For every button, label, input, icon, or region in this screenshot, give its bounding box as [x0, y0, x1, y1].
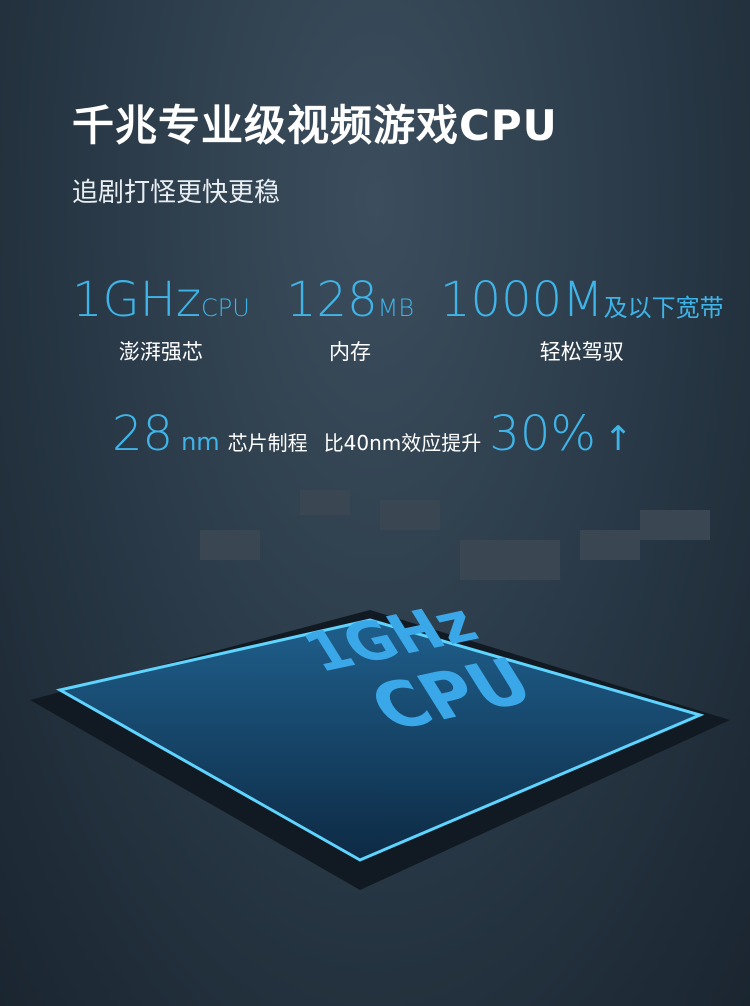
stat-memory: 128MB 内存	[286, 272, 414, 366]
process-label: 芯片制程	[227, 431, 308, 455]
process-row: 28 nm 芯片制程 比40nm效应提升 30% ↑	[112, 406, 632, 462]
stat-label: 澎湃强芯	[118, 340, 203, 364]
stat-label: 轻松驾驭	[539, 340, 624, 364]
chip-top	[55, 618, 705, 862]
circuit-components	[200, 490, 710, 580]
gain-value: 30%	[489, 406, 596, 462]
page-title: 千兆专业级视频游戏CPU	[72, 101, 558, 150]
subtitle: 追剧打怪更快更稳	[72, 178, 281, 208]
arrow-up-icon: ↑	[603, 419, 633, 459]
stat-value: 1GHz	[72, 272, 202, 328]
process-unit: nm	[181, 428, 220, 456]
stat-unit: CPU	[201, 294, 250, 322]
stat-unit: MB	[377, 294, 415, 322]
compare-label: 比40nm效应提升	[323, 431, 482, 455]
stat-value: 128	[286, 272, 378, 328]
stat-bandwidth: 1000M及以下宽带 轻松驾驭	[440, 272, 724, 366]
process-value: 28	[112, 406, 174, 462]
stat-cpu: 1GHzCPU 澎湃强芯	[72, 272, 250, 366]
chip-illustration: 1GHz CPU	[30, 490, 730, 890]
stat-unit: 及以下宽带	[603, 294, 724, 322]
stat-label: 内存	[329, 340, 372, 364]
stat-value: 1000M	[440, 272, 604, 328]
